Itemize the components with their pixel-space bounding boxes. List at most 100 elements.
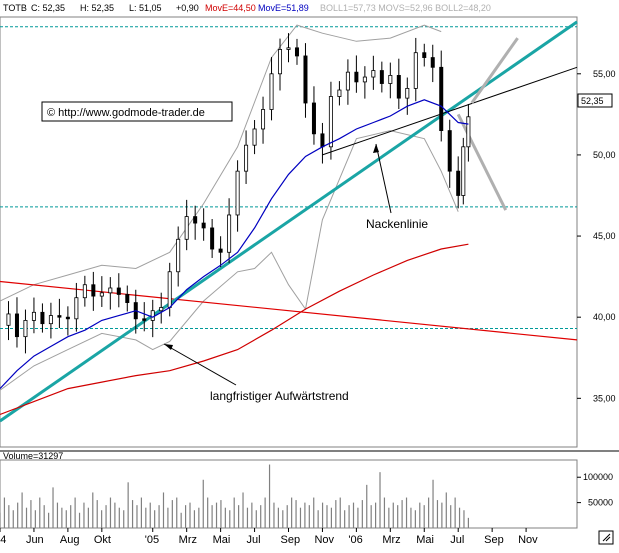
- trend-arrowhead: [164, 344, 173, 350]
- x-tick-label: Aug: [60, 534, 80, 546]
- y-tick-label: 50,00: [593, 150, 616, 160]
- candle-body: [286, 47, 291, 50]
- x-tick-label: Mrz: [179, 534, 197, 546]
- trend-arrow: [163, 343, 237, 386]
- y-tick-label: 35,00: [593, 393, 616, 403]
- candle-body: [193, 216, 198, 224]
- header-move2: MovE=51,89: [258, 3, 309, 13]
- resize-icon-glyph: [602, 533, 611, 542]
- candle-body: [244, 144, 249, 172]
- x-tick-label: Mai: [213, 534, 231, 546]
- candle-body: [167, 271, 172, 308]
- x-tick-label: Jul: [247, 534, 261, 546]
- volume-panel: [0, 459, 578, 529]
- candle-body: [14, 313, 19, 338]
- candle-body: [379, 70, 384, 84]
- bollinger-lower: [0, 130, 459, 391]
- candle-body: [405, 87, 410, 99]
- candle-body: [456, 170, 461, 196]
- candle-body: [235, 170, 240, 216]
- candle-body: [99, 292, 104, 297]
- candle-body: [461, 146, 466, 196]
- ma-fast-line: [0, 99, 469, 390]
- candle-body: [252, 128, 257, 146]
- candle-body: [142, 318, 147, 321]
- candle-body: [65, 316, 70, 320]
- neckline-arrow: [375, 143, 392, 214]
- volume-label: Volume=31297: [3, 451, 63, 461]
- candle-body: [176, 238, 181, 273]
- x-tick-label: '05: [145, 534, 159, 546]
- candle-body: [422, 52, 427, 58]
- x-tick-label: Sep: [281, 534, 301, 546]
- candle-body: [439, 66, 444, 131]
- x-tick-label: Mai: [416, 534, 434, 546]
- candle-body: [159, 307, 164, 312]
- vol-tick-label: 100000: [583, 472, 613, 482]
- long-red-line: [0, 280, 578, 341]
- candle-body: [6, 313, 11, 326]
- candle-body: [430, 57, 435, 68]
- projection-up: [470, 37, 519, 104]
- ma-slow-line: [0, 243, 469, 416]
- candle-body: [116, 287, 121, 295]
- header-change: +0,90: [176, 3, 199, 13]
- candle-body: [294, 47, 299, 57]
- header-high: H: 52,35: [80, 3, 114, 13]
- candle-body: [201, 222, 206, 229]
- candle-body: [91, 284, 96, 297]
- header-close: C: 52,35: [31, 3, 65, 13]
- price-tag-box: [577, 93, 613, 108]
- candle-body: [328, 96, 333, 148]
- candle-body: [23, 320, 28, 338]
- candle-body: [320, 133, 325, 148]
- candle-body: [31, 311, 36, 321]
- candle-body: [362, 76, 367, 83]
- x-tick-label: Jul: [450, 534, 464, 546]
- candle-body: [278, 49, 283, 75]
- candle-body: [354, 71, 359, 83]
- candle-body: [371, 70, 376, 78]
- candle-body: [125, 294, 130, 303]
- candle-body: [311, 102, 316, 135]
- bollinger-upper: [0, 24, 442, 302]
- watermark-text: © http://www.godmode-trader.de: [47, 107, 205, 119]
- candle-body: [82, 284, 87, 299]
- candle-body: [218, 248, 223, 253]
- header-move: MovE=44,50: [205, 3, 256, 13]
- neckline-label: Nackenlinie: [366, 217, 428, 231]
- candle-body: [337, 89, 342, 97]
- neckline-arrowhead: [373, 144, 379, 153]
- vol-tick-label: 50000: [588, 498, 613, 508]
- candle-body: [108, 287, 113, 294]
- y-tick-label: 55,00: [593, 69, 616, 79]
- projection-down: [456, 113, 508, 211]
- candle-body: [210, 227, 215, 250]
- header-symbol: TOTB: [3, 3, 27, 13]
- candle-body: [388, 75, 393, 84]
- x-tick-label: Sep: [484, 534, 504, 546]
- candle-body: [345, 71, 350, 91]
- x-tick-label: '06: [348, 534, 362, 546]
- candle-body: [227, 214, 232, 253]
- header-boll: BOLL1=57,73 MOVS=52,96 BOLL2=48,20: [320, 3, 491, 13]
- x-tick-label: Nov: [518, 534, 538, 546]
- candle-body: [303, 55, 308, 104]
- candle-body: [447, 130, 452, 172]
- candle-body: [466, 116, 471, 148]
- neckline-line: [322, 66, 578, 156]
- header-low: L: 51,05: [129, 3, 162, 13]
- candle-body: [150, 310, 155, 321]
- candle-body: [261, 109, 266, 130]
- x-tick-label: Nov: [314, 534, 334, 546]
- candle-body: [413, 52, 418, 89]
- candle-body: [396, 75, 401, 99]
- candle-body: [269, 73, 274, 110]
- trend-label: langfristiger Aufwärtstrend: [210, 389, 349, 403]
- watermark-box: [41, 101, 233, 122]
- candle-body: [48, 315, 53, 325]
- x-tick-label: Mrz: [382, 534, 400, 546]
- candle-body: [74, 297, 79, 320]
